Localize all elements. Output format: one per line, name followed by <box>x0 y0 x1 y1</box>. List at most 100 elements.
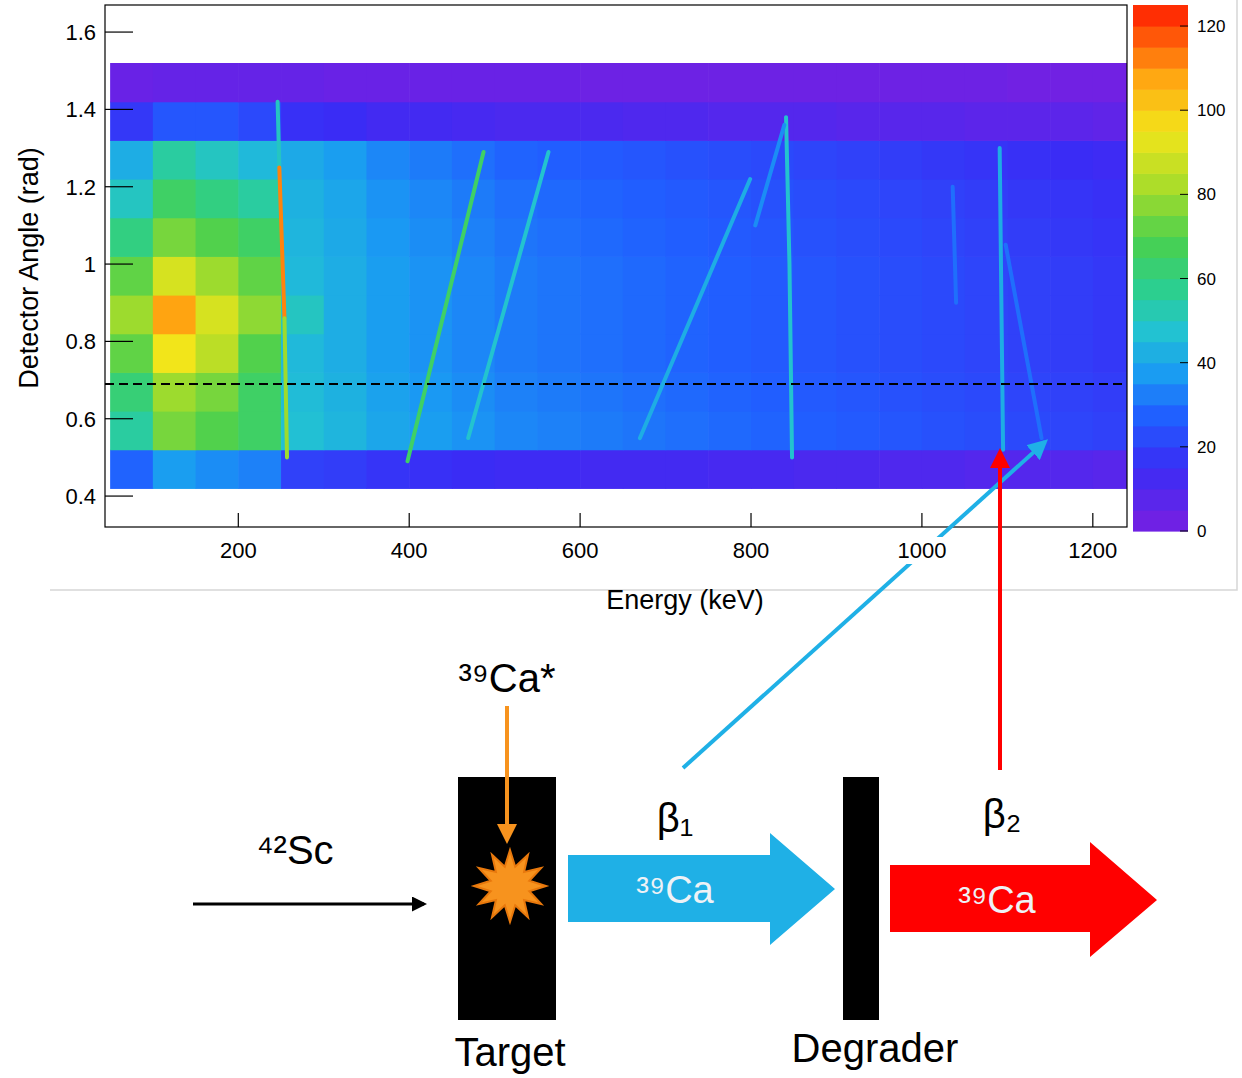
heatmap-cell <box>366 218 409 257</box>
gamma-ridge <box>284 318 287 457</box>
heatmap-cell <box>238 102 281 141</box>
heatmap-cell <box>110 411 153 450</box>
heatmap-cell <box>537 256 580 295</box>
heatmap-cell <box>281 102 324 141</box>
colorbar-band <box>1133 363 1188 385</box>
plot-frame <box>105 5 1127 527</box>
heatmap-cell <box>751 295 794 334</box>
colorbar-tick <box>1180 362 1188 363</box>
colorbar-band <box>1133 26 1188 48</box>
heatmap-cell <box>666 411 709 450</box>
gamma-ridge <box>279 167 284 318</box>
heatmap-cell <box>794 411 837 450</box>
heatmap-cell <box>110 218 153 257</box>
y-tick <box>105 495 133 496</box>
heatmap-cell <box>281 334 324 373</box>
heatmap-cell <box>196 450 239 489</box>
colorbar-band <box>1133 489 1188 511</box>
colorbar-tick-label: 40 <box>1197 354 1216 373</box>
heatmap-cell <box>452 63 495 102</box>
heatmap-cell <box>1093 63 1127 102</box>
heatmap-cell <box>409 372 452 411</box>
gamma-ridge <box>953 187 956 303</box>
heatmap-cell <box>366 63 409 102</box>
heatmap-cell <box>794 63 837 102</box>
heatmap-cell <box>708 411 751 450</box>
gamma-ridge <box>407 152 483 461</box>
heatmap-cell <box>922 450 965 489</box>
y-tick <box>105 418 133 419</box>
colorbar-band <box>1133 152 1188 174</box>
x-tick <box>409 513 410 527</box>
reference-line <box>105 383 1127 385</box>
heatmap-cell <box>580 256 623 295</box>
heatmap-cell <box>110 295 153 334</box>
heatmap-cell <box>708 450 751 489</box>
heatmap-cell <box>409 450 452 489</box>
heatmap-cell <box>794 140 837 179</box>
heatmap-cell <box>153 372 196 411</box>
heatmap-cell <box>409 102 452 141</box>
x-tick-label: 600 <box>562 538 599 563</box>
heatmap-cell <box>879 256 922 295</box>
heatmap-cell <box>537 218 580 257</box>
heatmap-cell <box>324 334 367 373</box>
gamma-ridge <box>468 152 548 438</box>
heatmap-cell <box>836 295 879 334</box>
heatmap-cell <box>110 63 153 102</box>
colorbar-band <box>1133 89 1188 111</box>
beta2-pointer <box>998 452 1002 770</box>
x-tick <box>750 513 751 527</box>
heatmap-cell <box>153 334 196 373</box>
beta2-label: β₂ <box>983 792 1022 836</box>
heatmap-cell <box>324 372 367 411</box>
heatmap-cell <box>495 372 538 411</box>
y-tick-label: 1.2 <box>65 175 96 200</box>
heatmap-cell <box>1050 334 1093 373</box>
heatmap-cell <box>1050 140 1093 179</box>
heatmap-cell <box>922 63 965 102</box>
heatmap-cell <box>922 102 965 141</box>
heatmap-cell <box>537 102 580 141</box>
heatmap-cell <box>794 295 837 334</box>
heatmap-cell <box>1007 102 1050 141</box>
colorbar-band <box>1133 510 1188 532</box>
y-tick-label: 0.8 <box>65 329 96 354</box>
heatmap-cell <box>836 140 879 179</box>
heatmap-cell <box>196 411 239 450</box>
heatmap-cell <box>580 334 623 373</box>
gamma-ridge <box>1000 148 1003 450</box>
x-tick <box>580 513 581 527</box>
beta1-label: β₁ <box>657 796 694 840</box>
colorbar-tick-label: 120 <box>1197 17 1225 36</box>
heatmap-cell <box>836 256 879 295</box>
y-tick-label: 0.6 <box>65 407 96 432</box>
heatmap-cell <box>879 411 922 450</box>
gamma-ridge <box>786 117 792 457</box>
heatmap-cell <box>580 450 623 489</box>
colorbar-band <box>1133 468 1188 490</box>
heatmap-cell <box>666 218 709 257</box>
colorbar-band <box>1133 257 1188 279</box>
heatmap-cell <box>794 218 837 257</box>
heatmap-cell <box>580 218 623 257</box>
heatmap-cell <box>708 372 751 411</box>
heatmap-cell <box>366 256 409 295</box>
y-tick-label: 0.4 <box>65 484 96 509</box>
colorbar-band <box>1133 279 1188 301</box>
heatmap-cell <box>1093 295 1127 334</box>
heatmap-cell <box>1093 411 1127 450</box>
heatmap-cell <box>1050 256 1093 295</box>
plot-area <box>105 63 1127 489</box>
x-axis-title: Energy (keV) <box>606 585 764 615</box>
y-tick <box>105 341 133 342</box>
heatmap-cell <box>708 140 751 179</box>
heatmap-cell <box>751 334 794 373</box>
heatmap-cell <box>153 140 196 179</box>
y-tick <box>105 31 133 32</box>
heatmap-cell <box>537 372 580 411</box>
heatmap-cell <box>324 140 367 179</box>
heatmap-cell <box>409 63 452 102</box>
heatmap-cell <box>196 102 239 141</box>
heatmap-cell <box>879 218 922 257</box>
